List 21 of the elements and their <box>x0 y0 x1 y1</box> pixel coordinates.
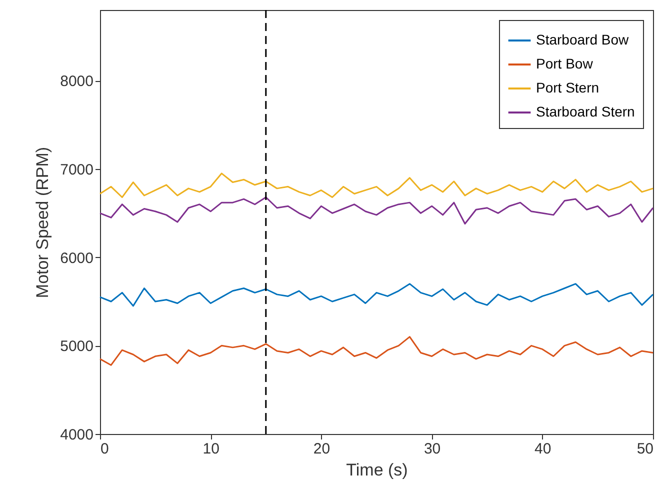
y-tick-label: 4000 <box>60 426 94 444</box>
legend-label: Starboard Bow <box>536 32 630 48</box>
y-tick-label: 7000 <box>60 162 94 178</box>
x-tick-label: 20 <box>313 440 330 458</box>
x-tick-label: 10 <box>202 440 220 458</box>
line-series <box>99 336 654 366</box>
x-tick-label: 30 <box>424 440 441 458</box>
legend-label: Port Bow <box>536 56 594 72</box>
y-tick-label: 6000 <box>60 250 94 267</box>
line-series <box>99 172 654 198</box>
y-axis-title: Motor Speed (RPM) <box>33 146 52 298</box>
line-series <box>99 283 654 307</box>
x-tick-label: 50 <box>636 440 654 458</box>
y-tick-label: 8000 <box>60 73 94 90</box>
x-tick-label: 40 <box>534 440 552 458</box>
line-series <box>99 196 654 225</box>
x-tick-label: 0 <box>100 440 109 458</box>
x-axis-title: Time (s) <box>346 460 408 480</box>
legend-label: Starboard Stern <box>536 104 635 120</box>
y-tick-label: 5000 <box>60 338 94 356</box>
legend-label: Port Stern <box>536 80 600 96</box>
